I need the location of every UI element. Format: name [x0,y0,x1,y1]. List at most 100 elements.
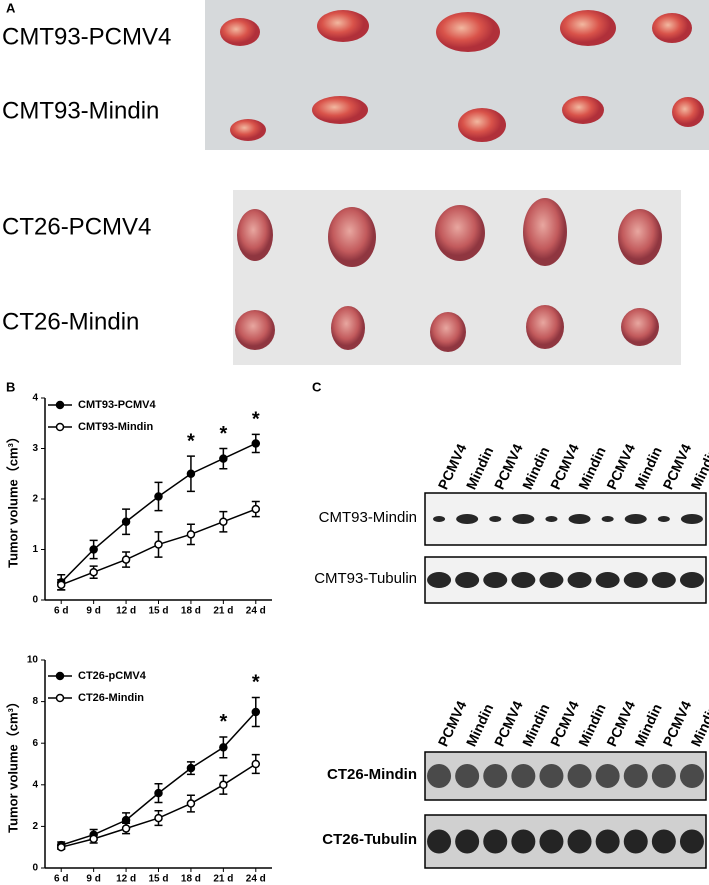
x-tick-label: 15 d [148,874,168,885]
blot-band [483,572,508,588]
panel-label: B [6,379,15,394]
blot-band [539,764,564,788]
blot-band [679,764,704,788]
blot-band [489,516,502,522]
blot-band [568,514,591,524]
x-tick-label: 24 d [246,874,266,885]
marker [186,469,196,478]
blot-row-label: CMT93-Mindin [319,509,417,526]
y-tick-label: 6 [32,738,38,749]
blot-band [651,572,676,588]
blot-band [455,572,480,588]
blot-band [427,829,452,854]
photo-label: CT26-Mindin [2,308,139,335]
blot-row-label: CT26-Tubulin [322,831,417,848]
series-line [60,442,257,583]
legend-label: CT26-Mindin [78,692,144,704]
legend-marker [55,671,65,681]
marker [219,780,228,790]
marker [56,842,66,852]
blot-row-label: CT26-Mindin [327,766,417,783]
blot-band [511,764,536,788]
marker [56,580,66,590]
photo-ct26 [233,190,681,365]
x-tick-label: 21 d [213,606,233,617]
marker [89,567,98,577]
marker [121,517,131,526]
panel-label: A [6,0,16,15]
blot-band [623,764,648,788]
panel-label: C [312,379,322,394]
photo-label: CMT93-Mindin [2,97,159,124]
significance: * [252,409,260,431]
marker [121,824,131,833]
x-tick-label: 12 d [116,874,136,885]
photo-cmt93 [205,0,709,150]
x-tick-label: 6 d [54,606,68,617]
legend-marker [55,400,65,410]
blot-band [539,829,564,854]
legend-marker [55,422,65,432]
blot-band [679,829,704,854]
blot-band [567,829,592,854]
x-tick-label: 18 d [181,874,201,885]
blot-band [567,764,592,788]
blot-band [455,764,480,788]
blot-band [624,514,647,524]
y-tick-label: 2 [32,494,38,505]
x-tick-label: 24 d [246,606,266,617]
y-tick-label: 8 [32,696,38,707]
x-tick-label: 9 d [86,874,100,885]
blot-band [623,572,648,588]
blot-band [595,764,620,788]
significance: * [187,430,195,452]
blot-band [623,829,648,854]
blot-band [539,572,564,588]
marker [121,555,131,564]
marker [89,545,98,554]
blot-row-label: CMT93-Tubulin [314,570,417,587]
photo-label: CMT93-PCMV4 [2,23,171,50]
marker [219,743,228,752]
marker [186,530,196,539]
marker [251,439,261,448]
blot-band [483,764,508,788]
blot-band [679,572,704,588]
x-tick-label: 18 d [181,606,201,617]
blot-band [545,516,558,522]
legend-label: CMT93-Mindin [78,421,153,433]
y-tick-label: 1 [32,544,38,555]
marker [154,492,163,501]
legend-label: CMT93-PCMV4 [78,399,157,411]
marker [251,707,261,717]
x-tick-label: 12 d [116,606,136,617]
marker [186,763,196,773]
marker [89,834,98,844]
marker [154,813,163,823]
blot-band [427,572,452,588]
blot-band [651,764,676,788]
significance: * [252,672,260,694]
significance: * [219,711,227,733]
blot-band [455,829,480,854]
y-tick-label: 2 [32,821,38,832]
blot-band [427,764,452,788]
marker [251,759,261,769]
blot-band [483,829,508,854]
blot-band [595,572,620,588]
blot-band [651,829,676,854]
marker [219,517,228,526]
y-tick-label: 0 [32,863,38,874]
y-tick-label: 4 [32,393,38,404]
x-tick-label: 6 d [54,874,68,885]
blot-band [567,572,592,588]
blot-band [511,829,536,854]
marker [251,504,261,514]
x-tick-label: 21 d [213,874,233,885]
y-axis-label: Tumor volume（cm³） [5,695,20,833]
blot-band [601,516,614,522]
photo-label: CT26-PCMV4 [2,213,151,240]
y-tick-label: 0 [32,595,38,606]
blot-band [512,514,535,524]
